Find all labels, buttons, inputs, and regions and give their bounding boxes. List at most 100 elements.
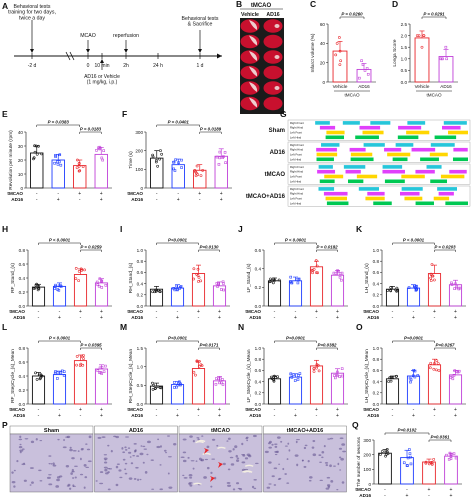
row-label-ad16: AD16	[131, 413, 143, 418]
data-point	[197, 280, 200, 283]
neuron-cell	[201, 435, 204, 437]
data-point	[335, 370, 339, 374]
data-point	[273, 278, 277, 282]
y-tick-label: 0.2	[373, 293, 380, 298]
neuron-cell	[339, 469, 342, 471]
histology-title: tMCAO	[211, 428, 231, 434]
gait-stance-bar	[443, 121, 467, 125]
sign: +	[197, 407, 200, 413]
neuron-cell	[140, 445, 143, 447]
data-point	[78, 169, 82, 173]
timeline-label-mcao: MCAO	[80, 33, 96, 39]
gait-row-label: Left Front	[290, 153, 302, 157]
y-tick-label: 20	[320, 60, 326, 65]
sign: -	[274, 315, 276, 321]
y-tick-label: 30	[18, 144, 24, 149]
y-tick-label: 1.0	[373, 248, 380, 253]
data-point	[221, 280, 225, 284]
sign: +	[454, 309, 457, 315]
data-point	[158, 290, 162, 293]
vacuole	[243, 470, 253, 473]
gait-stance-bar	[316, 147, 337, 152]
sign: +	[176, 413, 179, 419]
gait-row-label: Right Hind	[290, 192, 304, 196]
data-point	[56, 377, 59, 380]
bar	[427, 364, 442, 405]
p-value: P = 0.0260	[341, 12, 363, 17]
data-point	[385, 448, 389, 451]
category-label: AD16	[440, 84, 452, 89]
data-point	[172, 381, 176, 384]
data-point	[192, 277, 196, 281]
data-point	[78, 364, 82, 367]
data-point	[98, 145, 102, 149]
data-point	[151, 381, 154, 385]
data-point	[222, 288, 225, 292]
neuron-cell	[52, 464, 57, 467]
infarct-area	[249, 51, 258, 61]
neuron-cell	[319, 479, 323, 482]
y-tick-label: 0.8	[19, 248, 26, 253]
neuron-cell	[216, 444, 219, 447]
sign: +	[197, 309, 200, 315]
gait-row-label: Right Hind	[290, 126, 304, 130]
data-point	[35, 377, 39, 381]
data-point	[315, 264, 319, 268]
neuron-cell	[115, 483, 119, 487]
data-point	[272, 379, 276, 383]
neuron-cell	[107, 444, 110, 447]
neuron-cell	[18, 445, 23, 449]
neuron-cell	[321, 456, 324, 459]
bar	[330, 372, 345, 405]
sign: +	[412, 315, 415, 321]
neuron-cell	[46, 476, 51, 479]
neuron-cell	[133, 443, 137, 445]
row-label-ad16: AD16	[367, 413, 379, 418]
gait-stance-bar	[411, 147, 436, 152]
neuron-cell	[342, 450, 347, 453]
sign: -	[156, 191, 158, 197]
panel-label-f: F	[122, 109, 127, 119]
sign: -	[198, 413, 200, 419]
data-point	[192, 370, 196, 374]
data-point	[456, 370, 460, 374]
neuron-cell	[338, 447, 343, 450]
neuron-cell	[115, 465, 119, 469]
data-point	[395, 289, 399, 293]
data-point	[297, 374, 300, 377]
data-point	[316, 271, 319, 275]
data-point	[34, 371, 37, 375]
timeline-label-training: Behavioral tests training for two days, tw…	[8, 4, 56, 21]
neuron-cell	[246, 453, 251, 457]
y-tick-label: 0.4	[137, 281, 144, 286]
neuron-cell	[255, 462, 259, 465]
data-point	[429, 279, 433, 283]
gait-stance-bar	[430, 179, 448, 184]
neuron-cell	[124, 468, 127, 471]
sign: -	[38, 413, 40, 419]
chart-c: 0 20 40 60 Infarct volume (%) P = 0.0260 Vehic…	[310, 12, 376, 98]
neuron-cell	[39, 439, 43, 442]
neuron-cell	[87, 460, 92, 463]
data-point	[196, 267, 200, 271]
y-tick-label: 0.4	[373, 379, 380, 384]
neuron-cell	[168, 486, 173, 489]
sign: -	[274, 413, 276, 419]
data-point	[151, 153, 155, 157]
row-label-ad16: AD16	[131, 315, 143, 320]
gait-stance-bar	[318, 187, 335, 191]
neuron-cell	[113, 435, 117, 438]
data-point	[432, 367, 436, 371]
data-point	[314, 259, 318, 263]
neuron-cell	[55, 485, 60, 488]
y-tick-label: 0.0	[137, 304, 144, 309]
data-point	[36, 286, 40, 290]
chart-k: 0.0 0.2 0.4 0.6 0.8 1.0 LH_Stand_(s) P < 0.0001…	[363, 238, 466, 321]
sign: -	[80, 315, 82, 321]
data-point	[53, 287, 56, 290]
bar	[73, 360, 88, 405]
data-point	[273, 374, 276, 378]
data-point	[268, 280, 272, 284]
neuron-cell	[294, 454, 299, 457]
